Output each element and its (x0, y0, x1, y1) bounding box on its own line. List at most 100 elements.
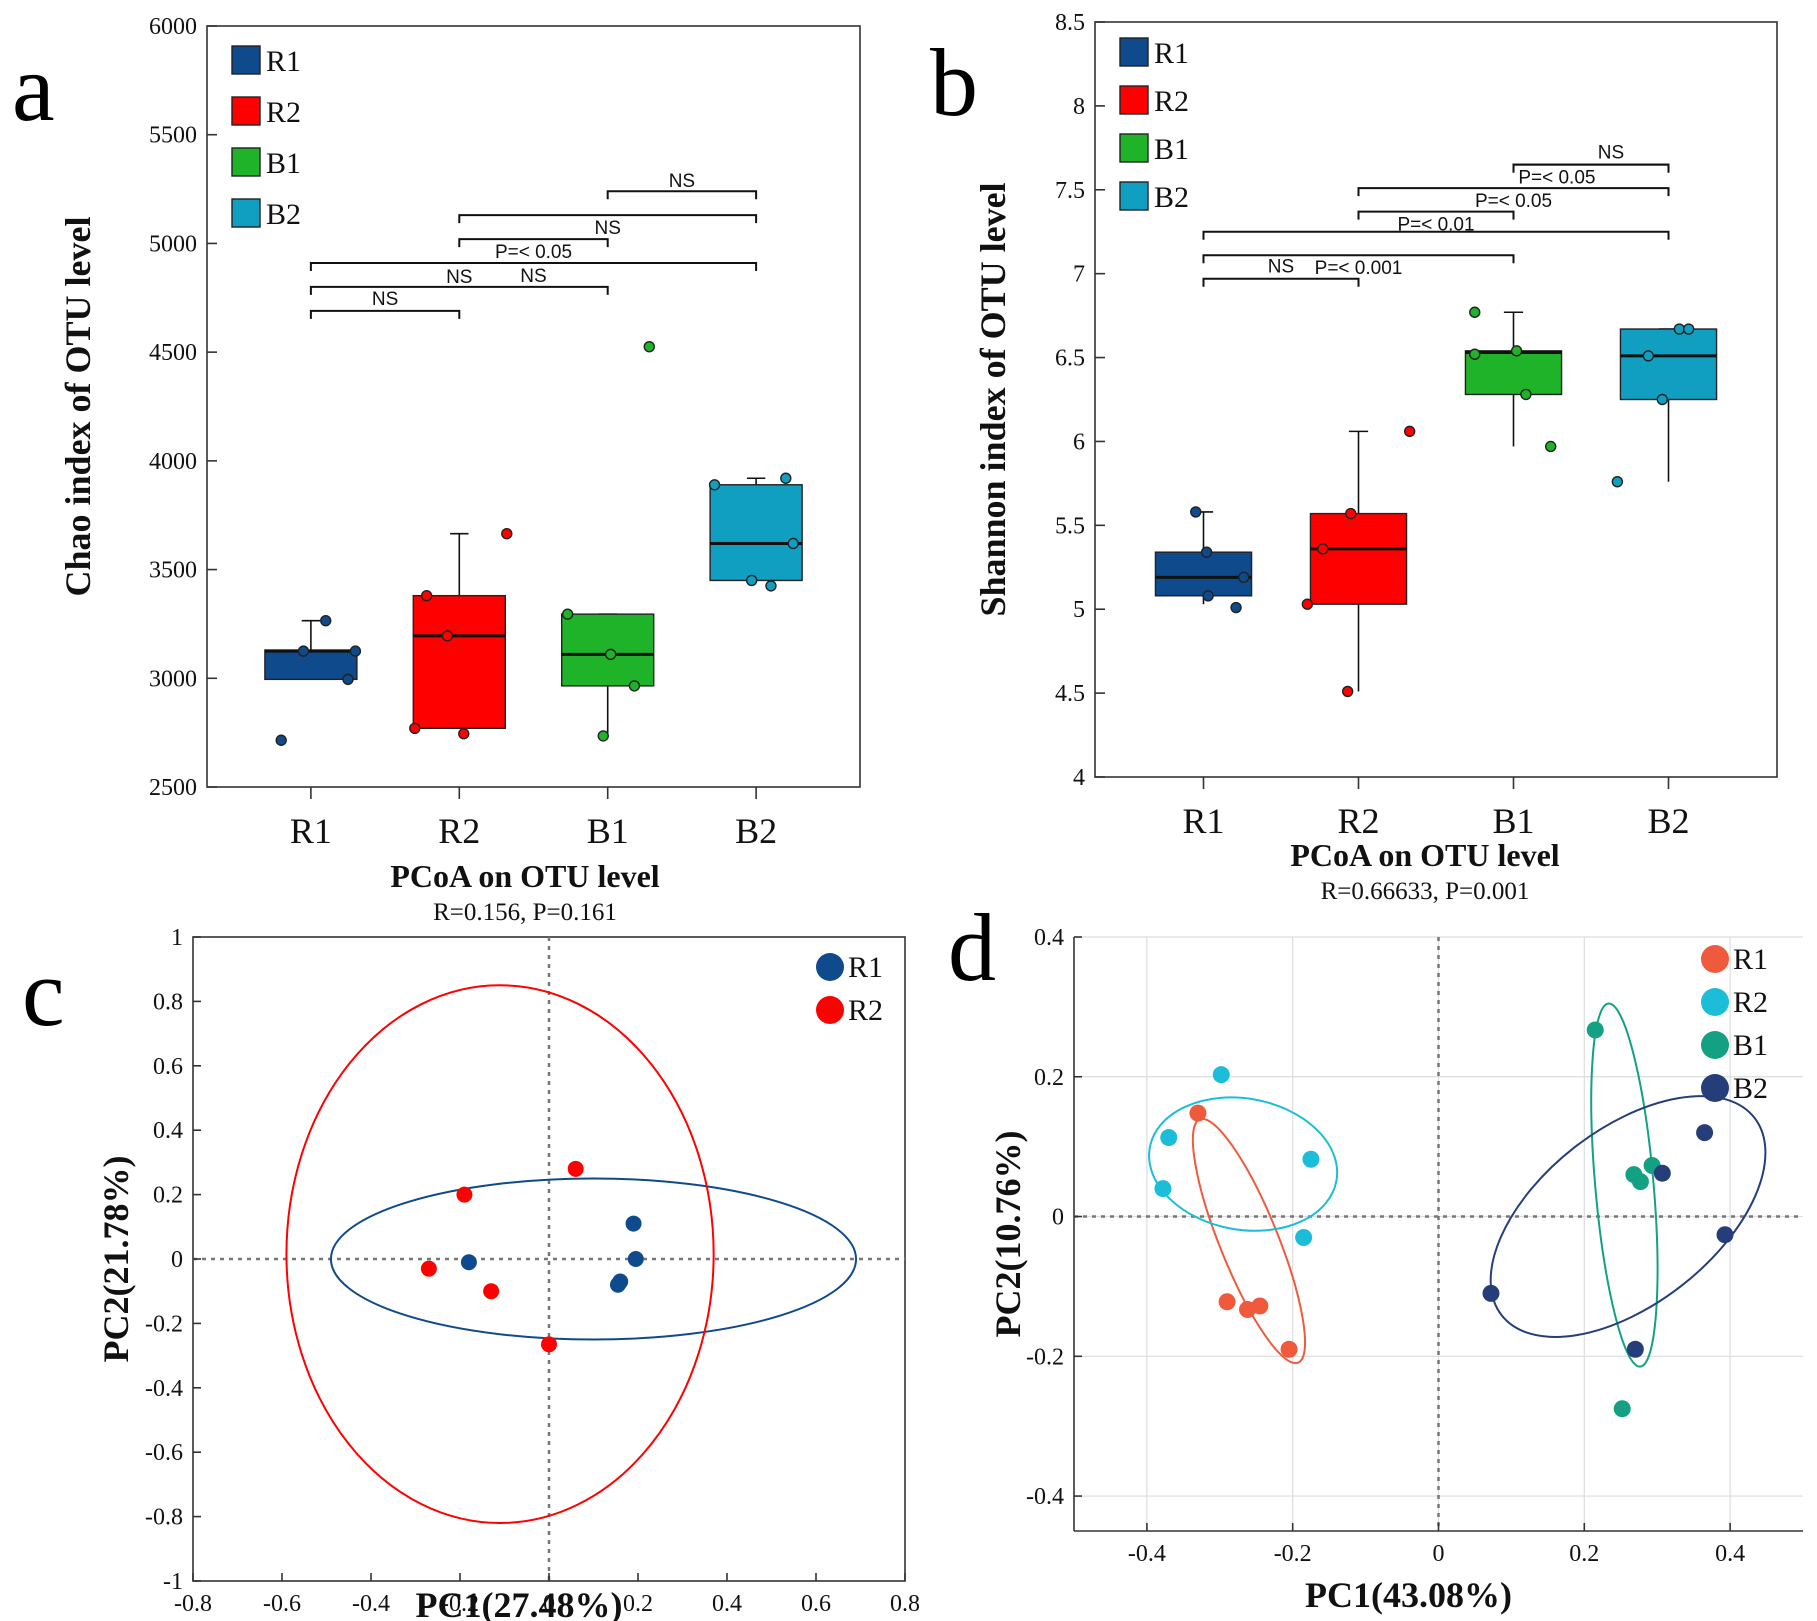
y-axis-label: Shannon index of OTU level (973, 182, 1013, 616)
data-point-R2 (420, 589, 433, 602)
data-point-R2 (456, 1186, 473, 1203)
y-tick-label: 4500 (149, 340, 197, 366)
data-point-B1 (1613, 1400, 1631, 1418)
significance-label: P=< 0.001 (1315, 258, 1403, 279)
confidence-ellipse-B2 (1489, 1095, 1767, 1338)
data-point-R1 (625, 1215, 642, 1232)
data-point-B2 (1682, 323, 1695, 335)
significance-label: P=< 0.01 (1397, 215, 1474, 236)
legend-label: R1 (848, 951, 883, 984)
x-tick-label: -0.2 (1274, 1541, 1312, 1567)
significance-bracket (606, 190, 758, 200)
y-tick-label: -0.4 (145, 1376, 183, 1402)
y-tick-label: -0.2 (1026, 1344, 1064, 1370)
legend-label: B2 (1733, 1072, 1768, 1105)
legend-swatch-R1 (231, 45, 261, 75)
significance-bracket (1357, 187, 1670, 197)
data-point-B2 (1626, 1340, 1644, 1358)
data-point-R1 (1189, 1104, 1207, 1122)
data-point-B2 (1642, 350, 1655, 362)
legend-label: R2 (1154, 85, 1189, 118)
legend-marker-R2 (816, 996, 844, 1024)
data-point-B2 (1673, 323, 1686, 335)
data-point-B1 (643, 341, 655, 353)
y-tick-label: 3000 (149, 666, 197, 692)
data-point-R1 (297, 645, 310, 657)
chart-title: PCoA on OTU level (390, 858, 659, 894)
significance-label: P=< 0.05 (1475, 191, 1552, 212)
significance-label: NS (669, 171, 695, 192)
data-point-R2 (1302, 1150, 1320, 1168)
y-tick-label: -0.2 (145, 1311, 183, 1337)
data-point-R2 (567, 1160, 584, 1177)
significance-bracket (458, 238, 609, 248)
significance-bracket (309, 309, 461, 319)
data-point-R2 (1341, 685, 1354, 698)
legend-swatch-B2 (1119, 181, 1149, 211)
data-point-B2 (1611, 476, 1624, 488)
legend-marker-R1 (1701, 945, 1729, 973)
box-B2 (1619, 328, 1718, 401)
data-point-R1 (1200, 546, 1213, 558)
y-tick-label: 5.5 (1055, 513, 1085, 539)
data-point-R2 (541, 1336, 557, 1353)
y-tick-label: 2500 (149, 775, 197, 801)
data-point-B1 (1510, 345, 1523, 357)
box-B1 (1464, 350, 1563, 396)
significance-bracket (1202, 230, 1670, 240)
y-tick-label: 6.5 (1055, 346, 1085, 372)
confidence-ellipse-R1 (329, 1177, 858, 1341)
y-tick-label: -0.6 (145, 1440, 183, 1466)
box-chart-a: 2500 3000 3500 4000 4500 5000 5500 6000 R1 R2 B1 B2… (12, 14, 861, 851)
significance-bracket (1202, 254, 1515, 264)
data-point-R1 (1190, 506, 1202, 518)
data-point-B1 (1544, 440, 1557, 453)
data-point-B2 (787, 537, 799, 550)
data-point-R2 (1301, 598, 1314, 610)
plot-frame (206, 25, 861, 788)
significance-label: NS (372, 289, 398, 310)
x-tick-label: 0.6 (801, 1591, 831, 1617)
data-point-B1 (597, 730, 609, 742)
data-point-B1 (604, 648, 617, 661)
legend-marker-R1 (816, 953, 844, 981)
data-point-B2 (1696, 1124, 1714, 1142)
significance-label: NS (520, 266, 546, 287)
legend-label: B1 (266, 147, 301, 180)
data-point-B2 (708, 479, 721, 491)
chart-title: PCoA on OTU level (1290, 837, 1559, 873)
y-tick-label: -1 (163, 1569, 183, 1595)
y-tick-label: -0.8 (145, 1505, 183, 1531)
data-point-R1 (609, 1276, 626, 1293)
significance-label: NS (595, 218, 621, 239)
data-point-B2 (765, 580, 777, 592)
significance-bracket (1357, 210, 1515, 220)
x-category-label: R2 (1337, 801, 1379, 841)
y-tick-label: 8.5 (1055, 10, 1085, 36)
x-tick-label: -0.6 (263, 1591, 301, 1617)
x-tick-label: 0.8 (890, 1591, 920, 1617)
x-category-label: B2 (1647, 801, 1689, 841)
data-point-R1 (460, 1254, 477, 1271)
y-tick-label: 5500 (149, 123, 197, 149)
y-axis-label: PC2(10.76%) (988, 1131, 1028, 1338)
data-point-B1 (561, 608, 574, 620)
confidence-ellipse-R2 (1148, 1096, 1339, 1232)
data-point-R1 (627, 1251, 644, 1267)
x-tick-label: 0 (1433, 1541, 1445, 1567)
pcoa-chart-d: -0.4 -0.2 0 0.2 0.4 -0.4 -0.2 0 0.2 0.4 PCoA on OT… (948, 837, 1803, 1615)
legend-label: R1 (266, 45, 301, 78)
x-tick-label: 0.2 (623, 1591, 653, 1617)
pcoa-chart-c: -0.8 -0.6 -0.4 -0.2 0 0.2 0.4 0.6 0.8-1-0.8-0.6-… (22, 858, 920, 1621)
legend-swatch-B1 (1119, 133, 1149, 163)
y-tick-label: 4.5 (1055, 681, 1085, 707)
data-point-R2 (483, 1283, 500, 1300)
panel-label: c (22, 939, 65, 1046)
y-tick-label: 7.5 (1055, 178, 1085, 204)
legend-label: R2 (848, 994, 883, 1027)
y-tick-label: 6 (1073, 429, 1085, 455)
data-point-B1 (628, 680, 641, 692)
y-tick-label: 3500 (149, 558, 197, 584)
significance-bracket (1512, 163, 1670, 173)
data-point-B1 (1586, 1021, 1604, 1039)
